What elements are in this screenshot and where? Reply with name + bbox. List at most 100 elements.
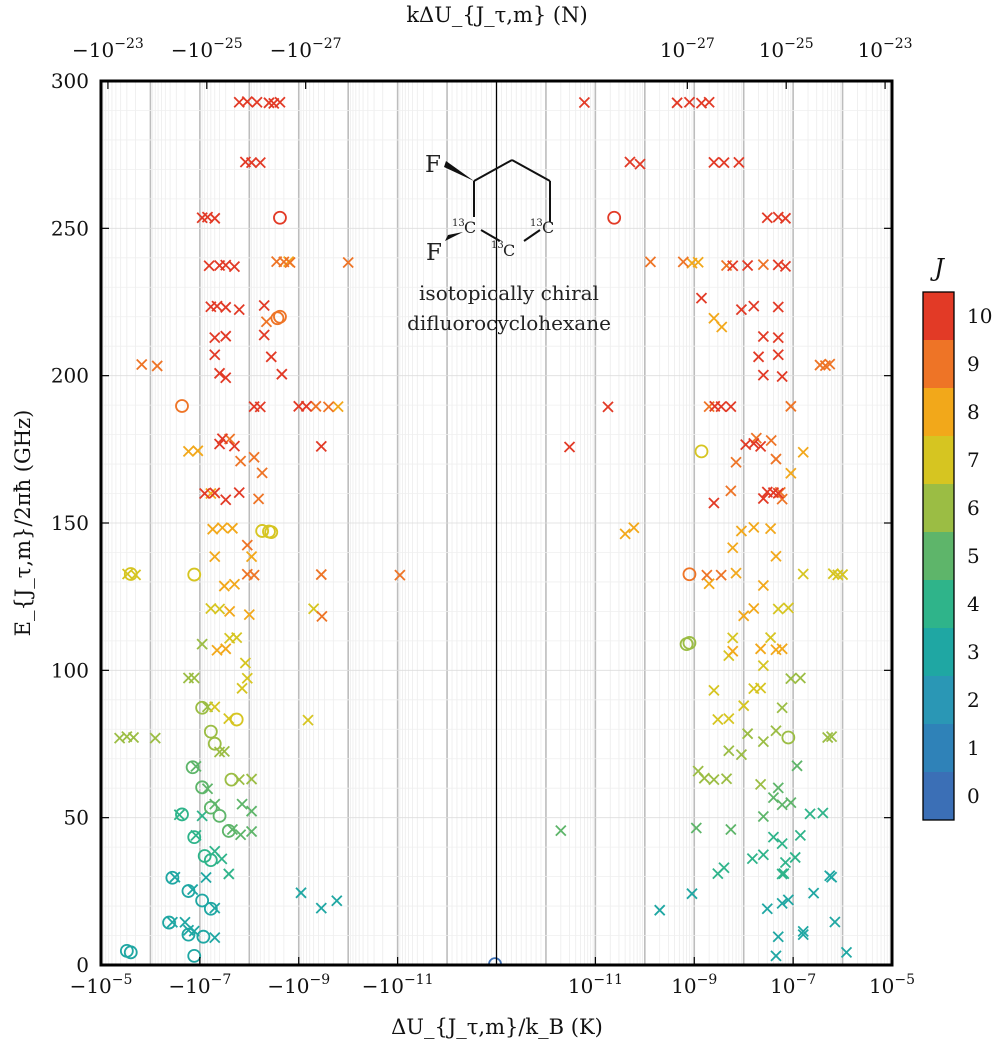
data-point-cross: [671, 97, 683, 109]
data-point-circle: [207, 736, 222, 751]
data-point-cross: [723, 745, 735, 757]
data-point-cross: [555, 824, 567, 837]
y-tick-label: 300: [51, 69, 89, 93]
data-point-cross: [776, 799, 788, 811]
data-point-cross: [772, 301, 784, 313]
data-point-cross: [342, 256, 354, 269]
data-point-cross: [733, 156, 745, 168]
data-point-cross: [209, 487, 221, 499]
data-point-circle: [264, 525, 279, 540]
data-point-circle: [195, 893, 210, 908]
data-point-cross: [836, 568, 849, 581]
data-point-cross: [254, 156, 266, 169]
data-point-cross: [245, 156, 258, 169]
carbon-label-1: C: [464, 218, 476, 237]
data-point-cross: [211, 644, 223, 656]
data-point-cross: [245, 773, 258, 785]
data-point-cross: [779, 856, 792, 869]
data-point-cross: [754, 778, 767, 791]
data-point-cross: [785, 672, 797, 685]
data-point-cross: [332, 400, 344, 413]
x-tick-label: 10−9: [671, 972, 717, 998]
y-axis-title: E_{J_τ,m}/2πħ (GHz): [11, 410, 35, 637]
data-point-cross: [209, 550, 221, 563]
data-point-cross: [220, 259, 232, 271]
data-point-circle: [119, 943, 134, 958]
data-point-cross: [654, 904, 666, 916]
data-point-cross: [757, 369, 769, 381]
data-point-circle: [187, 567, 202, 582]
data-point-cross: [243, 609, 255, 621]
data-point-cross: [226, 522, 239, 534]
data-point-cross: [727, 645, 739, 657]
x-tick-label: −10−7: [168, 972, 231, 998]
data-point-circle: [175, 807, 189, 822]
data-point-cross: [725, 400, 737, 413]
data-point-circle: [203, 724, 218, 739]
data-point-cross: [677, 256, 689, 268]
carbon-label-2: C: [503, 241, 515, 260]
colorbar-tick-label: 9: [967, 352, 980, 376]
data-point-cross: [276, 368, 288, 380]
data-point-circle: [694, 444, 709, 459]
data-point-cross: [209, 332, 221, 344]
data-point-cross: [829, 916, 841, 928]
data-point-circle: [255, 524, 270, 538]
data-point-circle: [781, 730, 796, 745]
data-point-cross: [149, 732, 161, 744]
data-point-cross: [778, 868, 790, 880]
data-points: [113, 95, 853, 965]
colorbar-tick-label: 8: [967, 400, 980, 424]
data-point-cross: [245, 805, 258, 817]
data-point-cross: [794, 829, 806, 841]
data-point-circle: [187, 948, 202, 963]
data-point-cross: [209, 212, 221, 224]
data-point-cross: [715, 569, 727, 581]
data-point-cross: [772, 782, 784, 794]
data-point-cross: [241, 95, 253, 108]
x-axis-title: ΔU_{J_τ,m}/k_B (K): [391, 1015, 603, 1039]
data-point-cross: [754, 682, 767, 694]
data-point-cross: [220, 301, 232, 313]
data-point-circle: [181, 884, 196, 898]
colorbar-cell: [923, 724, 954, 772]
colorbar-frame: [922, 291, 955, 821]
data-point-cross: [213, 603, 226, 615]
data-point-cross: [315, 440, 327, 453]
data-point-cross: [776, 370, 788, 383]
data-point-circle: [162, 915, 176, 930]
data-point-cross: [248, 451, 260, 463]
data-point-cross: [708, 156, 720, 168]
data-point-cross: [245, 825, 258, 838]
data-point-cross: [216, 853, 228, 865]
data-point-cross: [209, 798, 221, 810]
data-point-cross: [718, 156, 730, 169]
data-point-cross: [797, 925, 809, 938]
data-point-cross: [772, 603, 784, 615]
data-point-cross: [199, 487, 211, 500]
top-axis-title: kΔU_{J_τ,m} (N): [406, 3, 587, 27]
data-point-cross: [703, 96, 715, 108]
data-point-cross: [236, 798, 248, 810]
data-point-cross: [754, 643, 767, 655]
top-tick-label: −10−23: [72, 36, 144, 62]
data-point-cross: [735, 748, 748, 761]
data-point-cross: [209, 902, 221, 914]
data-point-cross: [703, 578, 715, 590]
colorbar-cell: [923, 532, 954, 580]
data-point-cross: [725, 823, 737, 836]
data-point-cross: [785, 467, 797, 479]
data-point-cross: [228, 578, 241, 590]
data-point-cross: [619, 528, 631, 540]
data-point-cross: [782, 894, 794, 906]
x-tick-label: −10−9: [267, 972, 330, 998]
data-point-cross: [228, 440, 241, 452]
data-point-cross: [794, 672, 806, 684]
isotope-label-3: 13: [530, 218, 543, 229]
y-tick-label: 50: [64, 806, 89, 830]
data-point-cross: [129, 569, 142, 581]
colorbar: 0 1 2 3 4 5 6 7 8 9 10 J: [922, 254, 992, 821]
data-point-circle: [212, 808, 227, 823]
data-point-cross: [730, 567, 742, 579]
colorbar-tick-label: 6: [967, 496, 980, 520]
